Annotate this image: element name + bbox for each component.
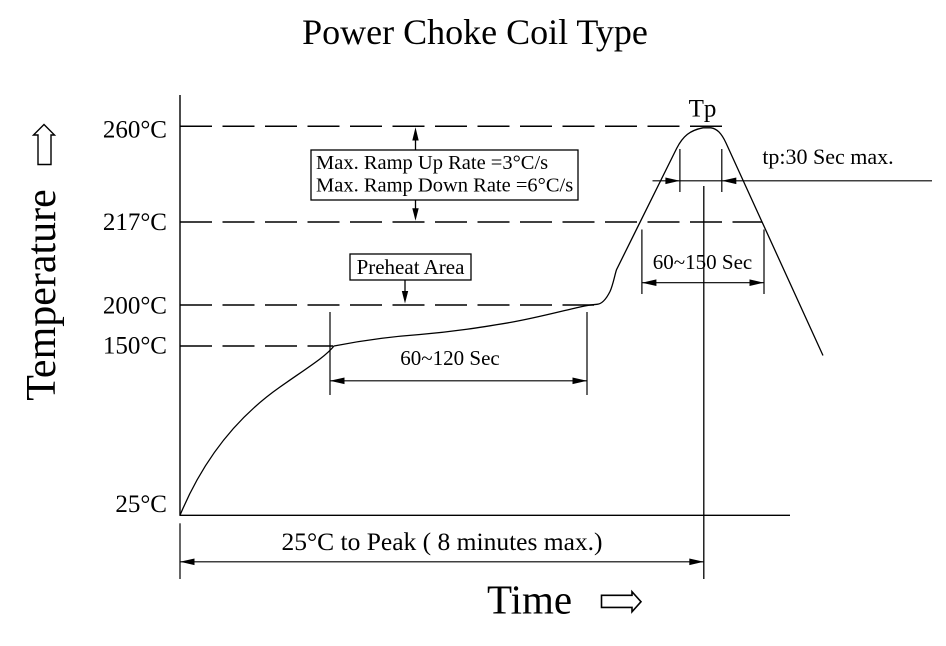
svg-text:Time: Time <box>487 577 572 623</box>
svg-text:tp:30 Sec max.: tp:30 Sec max. <box>762 144 893 169</box>
svg-text:Max. Ramp Up Rate =3°C/s: Max. Ramp Up Rate =3°C/s <box>316 152 548 174</box>
svg-text:260°C: 260°C <box>103 116 167 143</box>
svg-text:150°C: 150°C <box>103 332 167 359</box>
svg-text:25°C to Peak ( 8 minutes max.): 25°C to Peak ( 8 minutes max.) <box>281 527 602 556</box>
svg-text:25°C: 25°C <box>115 491 167 518</box>
svg-text:200°C: 200°C <box>103 292 167 319</box>
svg-text:Tp: Tp <box>689 96 717 123</box>
svg-text:60~150 Sec: 60~150 Sec <box>653 250 752 274</box>
svg-text:Preheat Area: Preheat Area <box>357 255 466 279</box>
svg-text:Temperature: Temperature <box>19 189 65 401</box>
svg-text:Max. Ramp Down Rate =6°C/s: Max. Ramp Down Rate =6°C/s <box>316 175 573 197</box>
svg-text:Power Choke Coil Type: Power Choke Coil Type <box>302 12 648 52</box>
svg-text:217°C: 217°C <box>103 209 167 236</box>
svg-text:60~120 Sec: 60~120 Sec <box>400 346 499 370</box>
